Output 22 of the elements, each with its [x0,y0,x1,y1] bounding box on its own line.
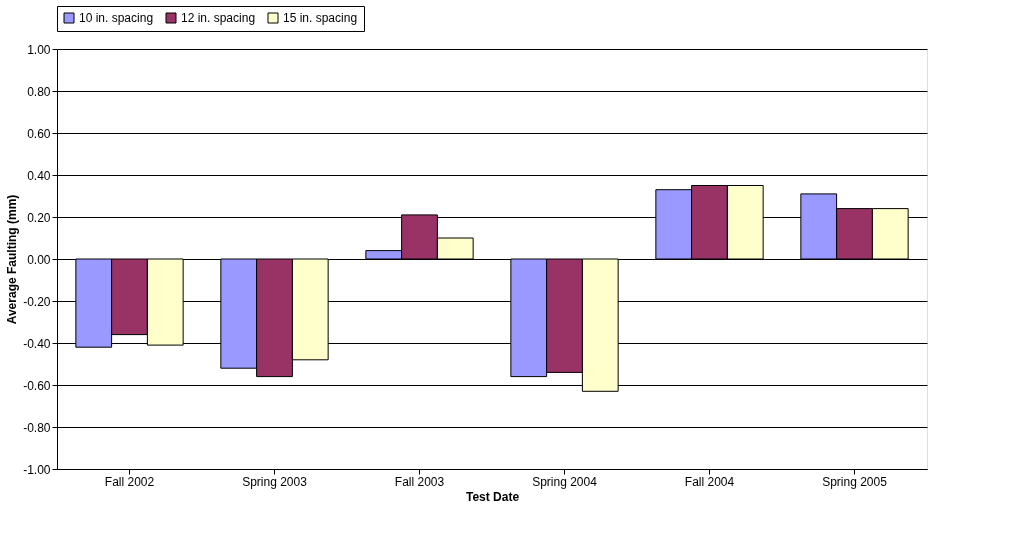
legend-label: 12 in. spacing [181,11,256,25]
x-tick-label: Spring 2005 [822,474,888,489]
y-tick-label: 0.80 [27,84,51,99]
x-tick-label: Spring 2003 [242,474,308,489]
y-tick-label: 0.20 [27,210,51,225]
x-tick-label: Spring 2004 [532,474,598,489]
y-tick-label: 0.60 [27,126,51,141]
y-axis-title: Average Faulting (mm) [5,194,20,325]
y-tick-label: 0.00 [27,252,51,267]
x-axis-title: Test Date [465,489,520,504]
legend-label: 15 in. spacing [283,11,358,25]
x-tick-label: Fall 2002 [104,474,155,489]
x-tick-label: Fall 2003 [394,474,445,489]
y-tick-label: -0.80 [23,420,51,435]
y-tick-label: -0.60 [23,378,51,393]
y-tick-label: -0.40 [23,336,51,351]
x-tick-label: Fall 2004 [684,474,735,489]
y-tick-label: 0.40 [27,168,51,183]
legend-label: 10 in. spacing [79,11,154,25]
y-tick-label: 1.00 [27,42,51,57]
y-tick-label: -1.00 [23,462,51,477]
y-tick-label: -0.20 [23,294,51,309]
